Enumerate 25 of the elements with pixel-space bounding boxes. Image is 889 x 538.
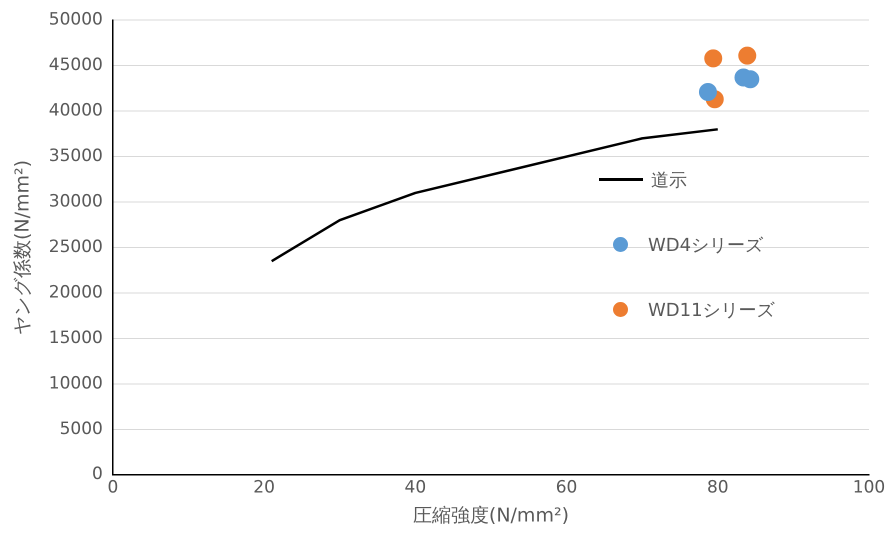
legend-label: 道示 [651,168,687,192]
y-tick-label: 5000 [60,418,103,439]
x-tick-label: 40 [404,477,426,498]
legend-label: WD11シリーズ [648,298,775,322]
y-tick-label: 20000 [48,282,103,302]
y-tick-label: 40000 [48,100,103,121]
y-tick-label: 25000 [48,236,103,257]
x-tick-label: 80 [706,477,729,498]
y-tick-label: 0 [92,464,103,484]
y-tick-label: 35000 [48,146,103,166]
x-axis-title: 圧縮強度(N/mm²) [412,504,569,527]
legend-label: WD4シリーズ [648,234,764,256]
x-tick-label: 60 [556,477,578,498]
x-tick-label: 20 [253,477,275,498]
y-tick-label: 50000 [48,10,103,30]
point [704,49,722,68]
point [738,46,756,65]
y-tick-label: 15000 [48,328,103,348]
point [698,83,717,102]
x-tick-label: 0 [107,477,118,498]
y-tick-label: 45000 [48,55,103,76]
y-tick-label: 10000 [48,373,103,394]
y-axis-title: ヤング係数(N/mm²) [11,160,34,336]
x-tick-label: 100 [852,477,886,498]
y-tick-label: 30000 [48,191,103,212]
